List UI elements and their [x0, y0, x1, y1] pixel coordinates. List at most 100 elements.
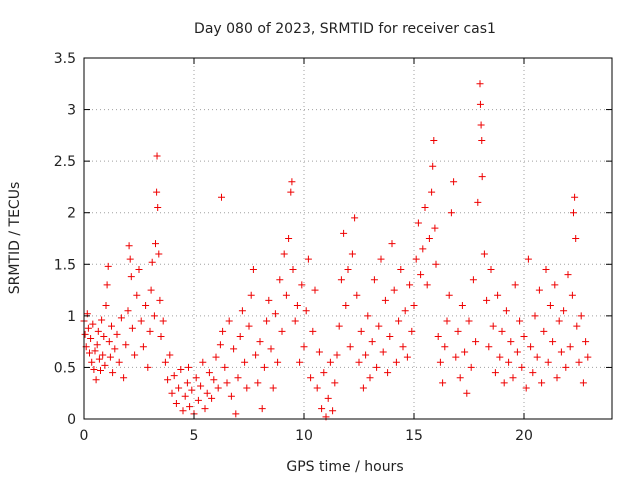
data-point	[208, 394, 216, 402]
data-point	[311, 286, 319, 294]
data-point	[101, 361, 109, 369]
data-point	[318, 405, 326, 413]
data-point	[414, 219, 422, 227]
data-point	[370, 276, 378, 284]
data-point	[97, 367, 104, 375]
data-point	[417, 271, 425, 279]
data-point	[157, 332, 165, 340]
data-point	[103, 281, 111, 289]
data-point	[227, 392, 235, 400]
data-point	[564, 271, 572, 279]
data-point	[161, 358, 169, 366]
grid	[84, 58, 612, 419]
data-point	[395, 317, 403, 325]
data-point	[423, 281, 431, 289]
data-point	[491, 369, 499, 377]
data-point	[467, 363, 475, 371]
data-point	[454, 327, 462, 335]
data-point	[307, 374, 315, 382]
data-point	[120, 374, 128, 382]
data-point	[243, 384, 251, 392]
data-point	[577, 312, 585, 320]
data-point	[511, 281, 519, 289]
data-point	[348, 250, 356, 258]
data-point	[401, 307, 409, 315]
plot-frame	[83, 57, 613, 420]
y-tick-label: 0.5	[54, 360, 76, 376]
data-point	[108, 322, 115, 330]
data-point	[500, 379, 508, 387]
data-point	[247, 291, 255, 299]
data-point	[133, 291, 141, 299]
data-point	[392, 358, 400, 366]
data-point	[477, 121, 485, 129]
data-point	[579, 379, 587, 387]
data-point	[520, 332, 528, 340]
data-point	[346, 343, 354, 351]
data-point	[575, 358, 583, 366]
data-point	[102, 302, 110, 310]
data-point	[254, 379, 262, 387]
data-point	[375, 322, 383, 330]
data-point	[432, 260, 440, 268]
data-point	[146, 327, 154, 335]
data-point	[465, 317, 473, 325]
y-tick-label: 3	[67, 103, 76, 119]
data-point	[252, 351, 260, 359]
data-point	[154, 204, 162, 212]
data-point	[566, 343, 574, 351]
data-point	[94, 327, 102, 335]
data-point	[302, 307, 310, 315]
data-point	[362, 351, 370, 359]
data-point	[230, 345, 238, 353]
data-point	[505, 358, 513, 366]
data-point	[531, 312, 539, 320]
data-point	[329, 407, 337, 415]
data-point	[364, 312, 372, 320]
data-point	[153, 152, 161, 160]
data-point	[485, 343, 493, 351]
data-point	[278, 327, 286, 335]
data-point	[315, 348, 323, 356]
data-point	[150, 312, 158, 320]
data-point	[280, 250, 288, 258]
data-point	[267, 345, 275, 353]
data-point	[408, 327, 416, 335]
x-tick-label: 10	[295, 428, 313, 444]
data-point	[355, 358, 363, 366]
data-point	[458, 302, 466, 310]
data-point	[340, 229, 348, 237]
y-tick-label: 2.5	[54, 154, 76, 170]
data-point	[153, 188, 161, 196]
data-point	[560, 307, 568, 315]
data-point	[431, 224, 439, 232]
data-point	[296, 358, 304, 366]
data-point	[351, 214, 359, 222]
data-point	[122, 341, 130, 349]
data-point	[192, 374, 200, 382]
data-point	[144, 363, 152, 371]
data-point	[291, 317, 299, 325]
data-point	[223, 379, 231, 387]
data-point	[181, 392, 189, 400]
data-point	[447, 209, 455, 217]
y-tick-label: 0	[67, 412, 76, 428]
data-point	[84, 324, 92, 332]
data-point	[260, 363, 268, 371]
data-point	[513, 348, 521, 356]
data-point	[309, 327, 317, 335]
data-point	[238, 307, 246, 315]
data-point	[106, 353, 114, 361]
data-point	[159, 317, 167, 325]
data-point	[570, 209, 577, 217]
data-point	[137, 317, 145, 325]
data-point	[436, 358, 444, 366]
data-point	[406, 281, 414, 289]
data-point	[476, 100, 484, 108]
data-point	[582, 338, 590, 346]
data-point	[480, 250, 488, 258]
data-point	[399, 343, 407, 351]
x-axis-label: GPS time / hours	[286, 459, 403, 475]
data-point	[256, 338, 264, 346]
data-point	[474, 198, 482, 206]
